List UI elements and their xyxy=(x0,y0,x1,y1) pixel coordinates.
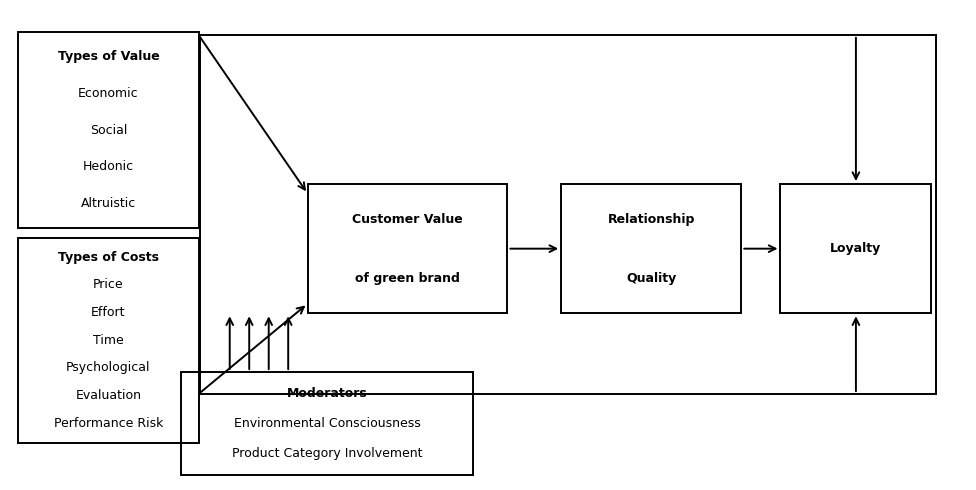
Text: Time: Time xyxy=(93,334,124,347)
Bar xyxy=(307,184,508,314)
Text: Economic: Economic xyxy=(78,87,139,100)
Text: Effort: Effort xyxy=(91,306,126,319)
Text: Social: Social xyxy=(90,123,127,137)
Bar xyxy=(561,184,742,314)
Text: Hedonic: Hedonic xyxy=(83,160,134,173)
Text: Price: Price xyxy=(93,278,124,292)
Text: Psychological: Psychological xyxy=(66,362,150,374)
Text: Types of Costs: Types of Costs xyxy=(58,251,159,264)
Text: Loyalty: Loyalty xyxy=(831,242,881,255)
Text: Moderators: Moderators xyxy=(287,387,368,399)
Text: Environmental Consciousness: Environmental Consciousness xyxy=(234,417,421,430)
Text: Evaluation: Evaluation xyxy=(75,389,142,402)
Text: Performance Risk: Performance Risk xyxy=(54,416,163,430)
Text: Quality: Quality xyxy=(627,271,676,285)
Text: of green brand: of green brand xyxy=(355,271,460,285)
Text: Product Category Involvement: Product Category Involvement xyxy=(232,447,423,460)
Bar xyxy=(781,184,931,314)
Text: Altruistic: Altruistic xyxy=(81,197,136,210)
Text: Types of Value: Types of Value xyxy=(58,50,159,63)
Text: Customer Value: Customer Value xyxy=(352,213,463,226)
Bar xyxy=(200,35,936,394)
Bar xyxy=(181,372,473,475)
Text: Relationship: Relationship xyxy=(607,213,695,226)
Bar xyxy=(19,32,198,228)
Bar xyxy=(19,238,198,443)
